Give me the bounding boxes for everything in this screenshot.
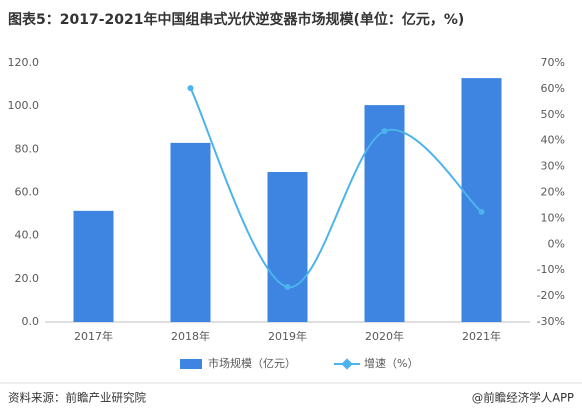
- y2-tick-label: 50%: [541, 108, 565, 121]
- legend-label: 市场规模（亿元）: [208, 356, 296, 370]
- bar: [267, 171, 308, 322]
- chart-title: 图表5：2017-2021年中国组串式光伏逆变器市场规模(单位：亿元，%): [8, 11, 464, 28]
- y2-tick-label: 60%: [541, 82, 565, 95]
- y2-tick-label: 10%: [541, 211, 565, 224]
- bar: [461, 78, 502, 322]
- y2-tick-label: -30%: [537, 315, 565, 328]
- line-point: [284, 284, 291, 291]
- y-tick-label: 20.0: [15, 272, 40, 285]
- bar: [170, 142, 211, 322]
- legend-label: 增速（%）: [364, 356, 418, 370]
- x-tick-label: 2018年: [171, 329, 210, 343]
- y2-tick-label: 0%: [548, 237, 565, 250]
- bar: [364, 105, 405, 323]
- brand: @前瞻经济学人APP: [472, 391, 574, 405]
- y-tick-label: 60.0: [15, 186, 40, 199]
- x-tick-label: 2020年: [365, 329, 404, 343]
- y-tick-label: 0.0: [22, 315, 40, 328]
- y-tick-label: 120.0: [8, 56, 40, 69]
- x-tick-label: 2021年: [462, 329, 501, 343]
- legend-marker: [341, 358, 353, 370]
- y-tick-label: 100.0: [8, 99, 40, 112]
- source: 资料来源：前瞻产业研究院: [8, 391, 146, 405]
- x-tick-label: 2017年: [74, 329, 113, 343]
- line: [189, 87, 483, 289]
- line-point: [381, 128, 388, 135]
- y2-tick-label: 30%: [541, 160, 565, 173]
- line-point: [478, 208, 485, 215]
- y2-tick-label: 40%: [541, 134, 565, 147]
- x-tick-label: 2019年: [268, 329, 307, 343]
- bar: [73, 210, 114, 322]
- y2-tick-label: -20%: [537, 289, 565, 302]
- y-tick-label: 80.0: [15, 142, 40, 155]
- line-point: [187, 85, 194, 92]
- y-tick-label: 40.0: [15, 229, 40, 242]
- y2-tick-label: 20%: [541, 186, 565, 199]
- legend-swatch: [180, 359, 202, 369]
- y2-tick-label: -10%: [537, 263, 565, 276]
- y2-tick-label: 70%: [541, 56, 565, 69]
